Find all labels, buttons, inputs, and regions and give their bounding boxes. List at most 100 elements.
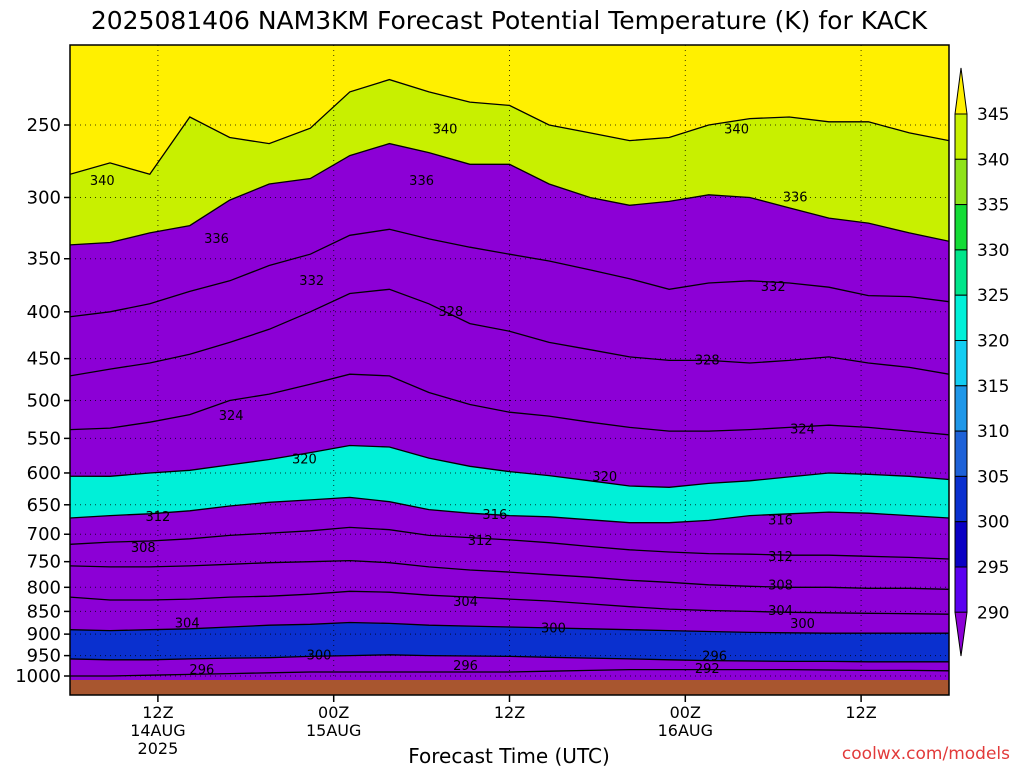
x-tick-label: 12Z — [845, 703, 876, 722]
contour-label: 304 — [453, 595, 478, 610]
colorbar-label: 325 — [977, 286, 1009, 306]
y-tick-label: 250 — [27, 115, 61, 136]
contour-line-312 — [70, 526, 949, 560]
colorbar-label: 335 — [977, 196, 1009, 216]
x-tick-label: 12Z — [142, 703, 173, 722]
contour-label: 300 — [541, 621, 566, 636]
contour-label: 296 — [702, 649, 727, 664]
contour-line-300 — [70, 621, 949, 634]
colorbar-label: 320 — [977, 332, 1009, 352]
contour-label: 308 — [768, 578, 793, 593]
colorbar-segment — [954, 566, 968, 613]
contour-line-320 — [70, 444, 949, 488]
chart-title: 2025081406 NAM3KM Forecast Potential Tem… — [91, 6, 928, 35]
contour-label: 312 — [768, 550, 793, 565]
y-tick-label: 350 — [27, 249, 61, 270]
x-axis-label: Forecast Time (UTC) — [408, 744, 610, 768]
contour-label: 336 — [783, 190, 808, 205]
contour-label: 312 — [145, 510, 170, 525]
colorbar-label: 305 — [977, 467, 1009, 487]
colorbar-label: 330 — [977, 241, 1009, 261]
credit-link[interactable]: coolwx.com/models — [842, 744, 1010, 764]
contour-label: 336 — [204, 232, 229, 247]
contour-label: 336 — [409, 174, 434, 189]
x-tick-label: 00Z — [318, 703, 349, 722]
x-tick-label: 12Z — [494, 703, 525, 722]
colorbar: 345 340 335 330 325 320 315 310 305 300 295 290 — [954, 67, 1009, 657]
colorbar-label: 290 — [977, 603, 1009, 623]
contour-line-332 — [70, 228, 949, 318]
colorbar-cap-top — [954, 67, 968, 115]
y-tick-label: 850 — [27, 601, 61, 622]
y-tick-label: 900 — [27, 624, 61, 645]
y-tick-label: 600 — [27, 463, 61, 484]
contour-label: 328 — [695, 353, 720, 368]
colorbar-label: 340 — [977, 150, 1009, 170]
plot-area: 340 340 340 336 336 336 332 332 328 328 324 324 320 3… — [69, 44, 950, 696]
x-tick-label: 15AUG — [306, 721, 361, 740]
colorbar-cap-bottom — [954, 611, 968, 657]
contour-label: 340 — [724, 123, 749, 138]
contour-label: 296 — [453, 659, 478, 674]
colorbar-segment — [954, 158, 968, 206]
contour-line-328 — [70, 288, 949, 377]
x-tick-label: 16AUG — [658, 721, 713, 740]
x-tick-label: 14AUG — [130, 721, 185, 740]
colorbar-segment — [954, 475, 968, 523]
contour-label: 340 — [90, 174, 115, 189]
contour-label: 308 — [131, 541, 156, 556]
colorbar-label: 310 — [977, 422, 1009, 442]
y-tick-label: 500 — [27, 391, 61, 412]
contour-label: 324 — [219, 409, 244, 424]
y-tick-label: 650 — [27, 495, 61, 516]
colorbar-segment — [954, 249, 968, 296]
colorbar-segment — [954, 340, 968, 387]
contour-label: 340 — [433, 123, 458, 138]
contour-label: 320 — [292, 452, 317, 467]
y-axis: 2503003504004505005506006507007508008509… — [15, 115, 70, 687]
contour-line-324 — [70, 373, 949, 436]
contour-label: 312 — [468, 534, 493, 549]
contour-label: 328 — [438, 305, 463, 320]
colorbar-label: 300 — [977, 513, 1009, 533]
colorbar-segment — [954, 113, 968, 160]
contour-line-316 — [70, 496, 949, 524]
contour-label: 304 — [175, 616, 200, 631]
contour-line-292 — [70, 668, 949, 677]
x-tick-label: 2025 — [138, 739, 179, 758]
contour-line-296 — [70, 654, 949, 663]
y-tick-label: 550 — [27, 428, 61, 449]
colorbar-label: 315 — [977, 377, 1009, 397]
colorbar-segment — [954, 204, 968, 251]
y-tick-label: 700 — [27, 524, 61, 545]
colorbar-segment — [954, 521, 968, 568]
y-tick-label: 300 — [27, 187, 61, 208]
contour-line-304 — [70, 590, 949, 615]
contour-label: 316 — [768, 513, 793, 528]
contour-label: 332 — [299, 274, 324, 289]
contour-label: 300 — [307, 649, 332, 664]
contour-label: 320 — [592, 470, 617, 485]
colorbar-segment — [954, 385, 968, 432]
contour-label: 292 — [695, 662, 720, 677]
colorbar-label: 295 — [977, 558, 1009, 578]
x-tick-label: 00Z — [670, 703, 701, 722]
y-tick-label: 400 — [27, 302, 61, 323]
contour-line-340 — [70, 78, 949, 176]
contour-line-308 — [70, 559, 949, 590]
colorbar-segment — [954, 294, 968, 342]
y-tick-label: 450 — [27, 349, 61, 370]
contour-line-336 — [70, 142, 949, 246]
y-tick-label: 800 — [27, 577, 61, 598]
contour-label: 296 — [189, 663, 214, 678]
colorbar-label: 345 — [977, 105, 1009, 125]
y-tick-label: 950 — [27, 646, 61, 667]
y-tick-label: 750 — [27, 552, 61, 573]
contour-label: 300 — [790, 617, 815, 632]
colorbar-segment — [954, 430, 968, 477]
contour-label: 304 — [768, 604, 793, 619]
terrain-band — [70, 680, 949, 695]
contour-label: 324 — [790, 423, 815, 438]
